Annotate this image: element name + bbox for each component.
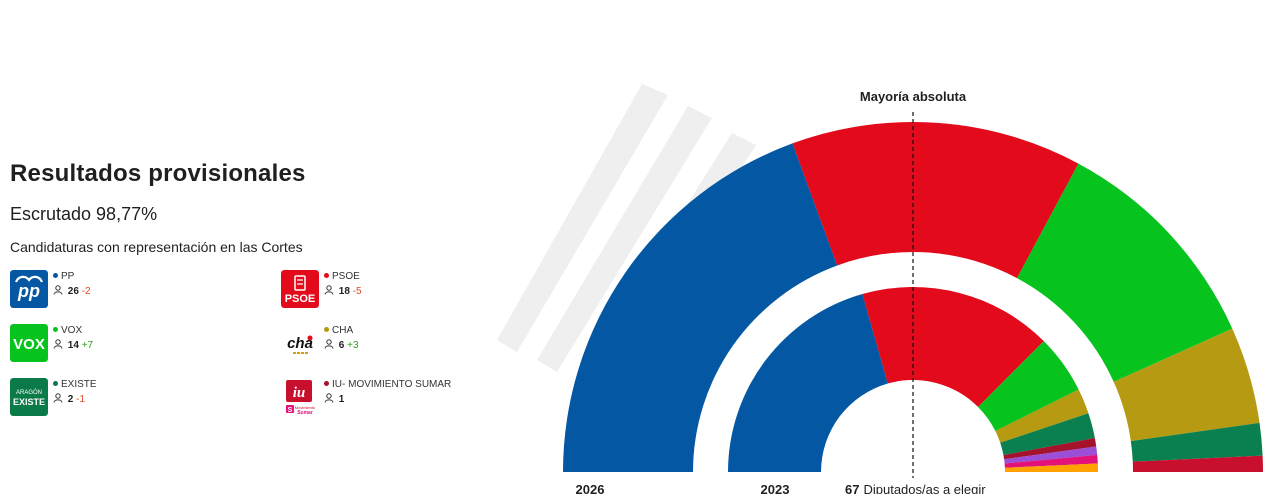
seat-change: -2 [81,286,91,297]
results-panel: Resultados provisionales Escrutado 98,77… [10,160,490,416]
segment-2026-pp[interactable] [563,143,838,472]
party-vox[interactable]: VOX VOX 14 +7 [10,324,210,364]
cha-logo: cha [281,324,319,362]
segment-2023-other[interactable] [1004,463,1098,472]
party-seats: 6 +3 [324,339,359,351]
segment-2026-existe[interactable] [1130,422,1263,462]
segment-2023-iu-movimiento-sumar[interactable] [1003,438,1097,460]
pp-logo: pp [10,270,48,308]
segment-2026-psoe[interactable] [792,122,1079,279]
seat-change: -5 [352,286,362,297]
svg-text:VOX: VOX [13,336,45,353]
svg-text:ARAGÓN: ARAGÓN [16,389,42,396]
ring-label-2026: 2026 [576,482,605,494]
party-iu-movimiento-sumar[interactable]: iu S Movimiento Sumar IU- MOVIMIENTO SUM… [281,378,481,418]
party-name: PSOE [324,271,360,282]
segment-2023-existe[interactable] [1000,413,1095,456]
party-seats: 14 +7 [53,339,93,351]
person-icon [53,339,63,349]
party-seats: 18 -5 [324,285,362,297]
party-name: IU- MOVIMIENTO SUMAR [324,379,451,390]
scrutiny-percentage: Escrutado 98,77% [10,204,158,224]
svg-text:S: S [288,407,293,414]
segment-2023-other[interactable] [1004,446,1098,464]
ring-label-2023: 2023 [761,482,790,494]
segment-2026-vox[interactable] [1016,163,1233,382]
segment-2023-cha[interactable] [995,389,1089,443]
svg-text:EXISTE: EXISTE [13,397,45,407]
segment-2023-vox[interactable] [978,341,1079,431]
psoe-logo: PSOE [281,270,319,308]
segment-2023-other[interactable] [1004,454,1098,468]
party-seats: 2 -1 [53,393,85,405]
svg-text:cha: cha [287,335,313,352]
party-seats: 26 -2 [53,285,91,297]
person-icon [324,285,334,295]
page-title: Resultados provisionales [10,160,306,187]
svg-text:Movimiento: Movimiento [295,405,316,410]
segment-2023-pp[interactable] [727,294,888,472]
party-cha[interactable]: cha CHA 6 +3 [281,324,481,364]
iu-logo: iu S Movimiento Sumar [281,378,319,416]
svg-text:Sumar: Sumar [297,410,313,416]
party-name: CHA [324,325,353,336]
total-seats-number: 67 [845,482,859,494]
subtitle: Candidaturas con representación en las C… [10,239,303,255]
person-icon [53,393,63,403]
party-pp[interactable]: pp PP 26 -2 [10,270,210,310]
total-seats-text: Diputados/as a elegir [863,482,986,494]
vox-logo: VOX [10,324,48,362]
svg-text:PSOE: PSOE [285,293,316,305]
person-icon [324,393,334,403]
ring-2023 [727,287,1098,472]
svg-text:pp: pp [17,281,40,301]
person-icon [53,285,63,295]
total-seats-label: 67 Diputados/as a elegir [845,482,986,494]
svg-text:iu: iu [293,385,306,401]
party-existe[interactable]: ARAGÓN EXISTE EXISTE 2 -1 [10,378,210,418]
majority-label: Mayoría absoluta [860,89,967,104]
party-name: VOX [53,325,82,336]
seat-change: +3 [347,340,359,351]
party-psoe[interactable]: PSOE PSOE 18 -5 [281,270,481,310]
party-name: EXISTE [53,379,97,390]
decorative-stripe [497,84,668,352]
party-name: PP [53,271,74,282]
person-icon [324,339,334,349]
party-seats: 1 [324,393,344,405]
segment-2026-iu-movimiento-sumar[interactable] [1132,455,1263,472]
seat-change: +7 [81,340,94,351]
existe-logo: ARAGÓN EXISTE [10,378,48,416]
segment-2023-psoe[interactable] [862,287,1044,407]
ring-2026 [563,122,1263,472]
seat-change: -1 [76,394,86,405]
segment-2026-cha[interactable] [1113,328,1260,442]
decorative-stripe [537,106,712,372]
